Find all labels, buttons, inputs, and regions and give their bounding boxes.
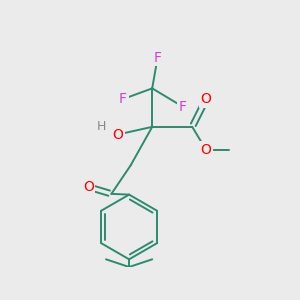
Text: F: F	[119, 92, 127, 106]
Text: O: O	[112, 128, 123, 142]
Text: F: F	[154, 51, 162, 64]
Text: F: F	[179, 100, 187, 114]
Text: O: O	[83, 180, 94, 194]
Text: O: O	[201, 92, 212, 106]
Text: H: H	[97, 120, 106, 134]
Text: O: O	[201, 143, 212, 157]
